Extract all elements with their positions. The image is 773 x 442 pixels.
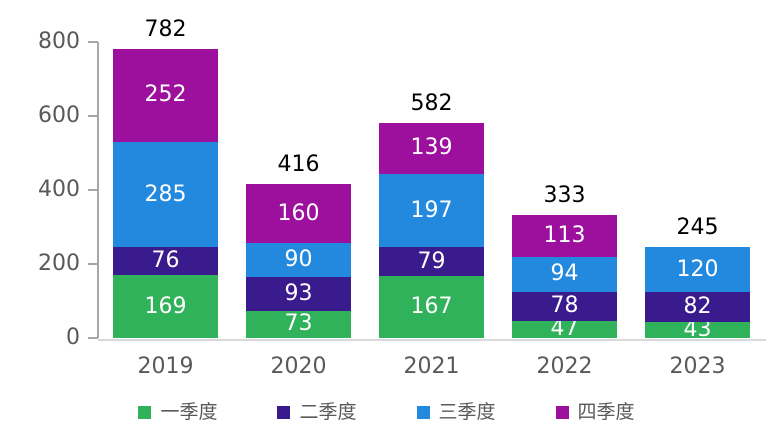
bar-value-label: 167 bbox=[410, 294, 453, 320]
legend-item-q3: 三季度 bbox=[416, 401, 496, 424]
bar-2022-q2: 78 bbox=[512, 291, 617, 321]
bar-value-label: 43 bbox=[683, 317, 712, 343]
bar-total-2023: 245 bbox=[676, 215, 719, 241]
y-tick-label: 600 bbox=[38, 103, 80, 128]
bar-value-label: 79 bbox=[417, 248, 446, 274]
bar-total-2020: 416 bbox=[277, 152, 320, 178]
bar-2020-q1: 73 bbox=[246, 310, 351, 338]
y-tick-label: 0 bbox=[66, 325, 80, 350]
legend-item-q4: 四季度 bbox=[555, 401, 635, 424]
y-tick-label: 200 bbox=[38, 251, 80, 276]
y-tick-mark bbox=[88, 115, 98, 117]
legend-item-q1: 一季度 bbox=[138, 401, 217, 424]
legend-label-q4: 四季度 bbox=[577, 401, 635, 423]
bar-value-label: 285 bbox=[144, 181, 187, 207]
y-tick-mark bbox=[88, 189, 98, 191]
x-label-2019: 2019 bbox=[137, 354, 194, 379]
bar-2022-q3: 94 bbox=[512, 256, 617, 292]
legend-item-q2: 二季度 bbox=[277, 401, 357, 424]
bar-value-label: 160 bbox=[277, 200, 320, 226]
bar-2023-q2: 82 bbox=[645, 291, 750, 323]
bar-value-label: 93 bbox=[284, 280, 313, 306]
legend-swatch-q4 bbox=[555, 405, 569, 419]
bar-value-label: 120 bbox=[676, 256, 719, 282]
bar-value-label: 76 bbox=[151, 248, 180, 274]
bar-2019-q3: 285 bbox=[113, 141, 218, 248]
bar-value-label: 78 bbox=[550, 293, 579, 319]
x-baseline bbox=[98, 339, 766, 341]
bar-value-label: 47 bbox=[550, 316, 579, 342]
bar-2020-q2: 93 bbox=[246, 276, 351, 311]
bar-2021-q4: 139 bbox=[379, 122, 484, 175]
bar-2022-q4: 113 bbox=[512, 215, 617, 257]
y-tick-mark bbox=[88, 337, 98, 339]
bar-value-label: 169 bbox=[144, 293, 187, 319]
y-tick-label: 800 bbox=[38, 29, 80, 54]
bar-total-2019: 782 bbox=[144, 16, 187, 42]
bar-total-2021: 582 bbox=[410, 90, 453, 116]
bar-2019-q2: 76 bbox=[113, 247, 218, 276]
bar-value-label: 252 bbox=[144, 82, 187, 108]
x-label-2023: 2023 bbox=[669, 354, 726, 379]
y-tick-mark bbox=[88, 41, 98, 43]
legend-swatch-q2 bbox=[277, 405, 291, 419]
y-tick-label: 400 bbox=[38, 177, 80, 202]
bar-2023-q1: 43 bbox=[645, 317, 750, 343]
legend-swatch-q3 bbox=[416, 405, 430, 419]
bar-value-label: 94 bbox=[550, 261, 579, 287]
legend-label-q1: 一季度 bbox=[160, 401, 218, 423]
bar-2020-q4: 160 bbox=[246, 184, 351, 244]
bar-total-2022: 333 bbox=[543, 183, 586, 209]
bar-2022-q1: 47 bbox=[512, 316, 617, 342]
bar-2019-q1: 169 bbox=[113, 275, 218, 338]
bar-value-label: 139 bbox=[410, 135, 453, 161]
bar-2019-q4: 252 bbox=[113, 48, 218, 142]
bar-value-label: 197 bbox=[410, 197, 453, 223]
legend-swatch-q1 bbox=[138, 405, 152, 419]
bar-2023-q3: 120 bbox=[645, 247, 750, 292]
legend: 一季度 二季度 三季度 四季度 bbox=[0, 401, 773, 424]
bar-value-label: 82 bbox=[683, 293, 712, 319]
bar-2021-q3: 197 bbox=[379, 174, 484, 247]
bar-value-label: 90 bbox=[284, 246, 313, 272]
x-label-2022: 2022 bbox=[536, 354, 593, 379]
legend-label-q3: 三季度 bbox=[438, 401, 496, 423]
x-label-2021: 2021 bbox=[403, 354, 460, 379]
legend-label-q2: 二季度 bbox=[299, 401, 357, 423]
bar-value-label: 73 bbox=[284, 311, 313, 337]
bar-2020-q3: 90 bbox=[246, 243, 351, 277]
bar-2021-q2: 79 bbox=[379, 246, 484, 277]
bar-2021-q1: 167 bbox=[379, 276, 484, 338]
y-tick-mark bbox=[88, 263, 98, 265]
bar-value-label: 113 bbox=[543, 223, 586, 249]
x-label-2020: 2020 bbox=[270, 354, 327, 379]
y-axis-line bbox=[97, 42, 99, 338]
